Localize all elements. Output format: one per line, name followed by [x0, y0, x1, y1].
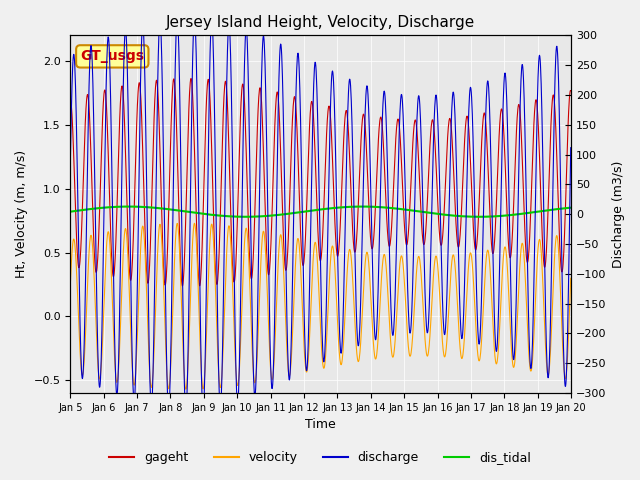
discharge [191, 14, 198, 20]
velocity [399, 256, 406, 262]
dis_tidal [178, 208, 186, 214]
dis_tidal [508, 212, 516, 218]
Title: Jersey Island Height, Velocity, Discharge: Jersey Island Height, Velocity, Discharg… [166, 15, 476, 30]
discharge [166, 400, 173, 406]
velocity [567, 276, 575, 281]
dis_tidal [234, 214, 242, 219]
gageht [234, 187, 242, 192]
discharge [178, 213, 186, 219]
dis_tidal [125, 204, 132, 209]
dis_tidal [67, 209, 74, 215]
Text: GT_usgs: GT_usgs [80, 49, 144, 63]
dis_tidal [567, 205, 575, 211]
Line: gageht: gageht [70, 79, 571, 286]
dis_tidal [242, 214, 250, 220]
gageht [399, 181, 406, 187]
velocity [234, 381, 242, 386]
gageht [508, 240, 516, 245]
dis_tidal [399, 206, 406, 212]
X-axis label: Time: Time [305, 419, 336, 432]
gageht [567, 88, 575, 94]
Y-axis label: Discharge (m3/s): Discharge (m3/s) [612, 160, 625, 268]
velocity [191, 220, 198, 226]
velocity [178, 304, 186, 310]
gageht [187, 76, 195, 82]
gageht [178, 278, 186, 284]
velocity [67, 283, 74, 288]
velocity [166, 383, 173, 388]
velocity [508, 354, 516, 360]
discharge [234, 395, 242, 400]
gageht [166, 182, 173, 188]
Line: dis_tidal: dis_tidal [70, 206, 571, 217]
velocity [182, 386, 189, 392]
dis_tidal [166, 206, 173, 212]
Y-axis label: Ht, Velocity (m, m/s): Ht, Velocity (m, m/s) [15, 150, 28, 278]
velocity [464, 274, 472, 279]
discharge [464, 141, 472, 146]
discharge [67, 163, 74, 168]
dis_tidal [464, 214, 472, 219]
discharge [567, 145, 575, 151]
discharge [399, 98, 406, 104]
gageht [179, 283, 186, 289]
discharge [508, 331, 516, 336]
Legend: gageht, velocity, discharge, dis_tidal: gageht, velocity, discharge, dis_tidal [104, 446, 536, 469]
Line: velocity: velocity [70, 223, 571, 389]
discharge [182, 408, 189, 414]
gageht [67, 96, 74, 102]
gageht [464, 116, 472, 121]
Line: discharge: discharge [70, 17, 571, 411]
